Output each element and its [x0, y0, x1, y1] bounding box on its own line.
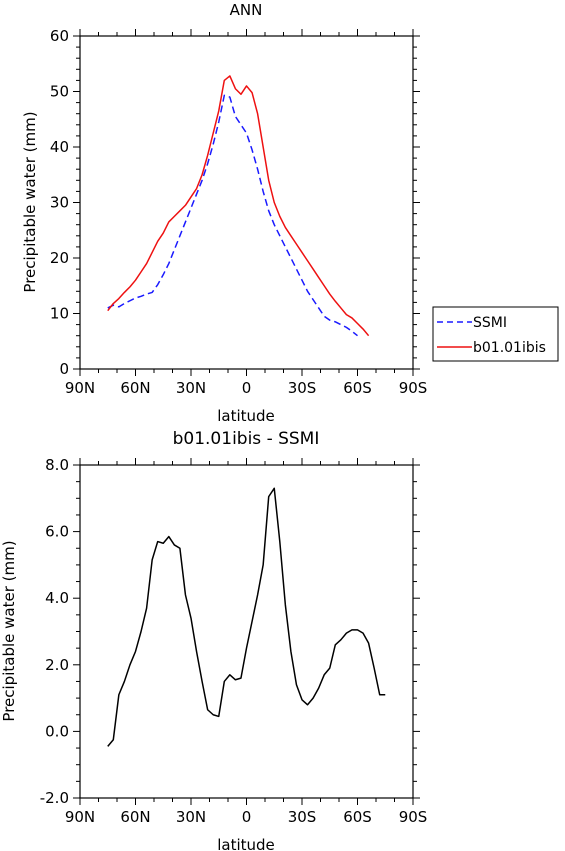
top-panel: ANN latitude Precipitable water (mm) 90N…	[21, 1, 559, 425]
y-tick-label: -2.0	[40, 789, 69, 807]
x-tick-label: 90N	[65, 379, 95, 397]
bottom-panel: b01.01ibis - SSMI latitude Precipitable …	[0, 429, 427, 851]
x-tick-label: 90S	[399, 808, 428, 826]
y-axis-label: Precipitable water (mm)	[21, 111, 39, 292]
legend: SSMI b01.01ibis	[432, 306, 559, 362]
x-tick-label: 0	[242, 379, 252, 397]
x-tick-label: 30N	[176, 379, 206, 397]
x-tick-label: 0	[242, 808, 252, 826]
y-tick-label: 20	[50, 249, 69, 267]
series-line-ssmi	[107, 94, 358, 337]
y-tick-label: 4.0	[45, 589, 69, 607]
legend-label-b01-01ibis: b01.01ibis	[473, 340, 546, 356]
x-tick-label: 60S	[343, 379, 372, 397]
x-tick-label: 30N	[176, 808, 206, 826]
x-tick-label: 90S	[399, 379, 428, 397]
y-tick-label: 0	[59, 360, 69, 378]
x-tick-label: 60N	[120, 808, 150, 826]
y-tick-label: 40	[50, 138, 69, 156]
chart-title: b01.01ibis - SSMI	[173, 429, 320, 449]
plot-area: 90N 60N 30N 0 30S 60S 90S -2.0 0.0 2.0 4.0 6.0 8.0	[40, 456, 428, 826]
y-axis-label: Precipitable water (mm)	[0, 540, 18, 721]
y-tick-label: 0.0	[45, 722, 69, 740]
y-tick-label: 50	[50, 83, 69, 101]
x-axis-label: latitude	[217, 407, 275, 425]
x-tick-label: 30S	[288, 379, 317, 397]
legend-label-ssmi: SSMI	[473, 315, 507, 331]
y-tick-label: 2.0	[45, 656, 69, 674]
y-tick-label: 60	[50, 27, 69, 45]
series-line-difference	[107, 487, 386, 747]
x-tick-label: 30S	[288, 808, 317, 826]
y-tick-label: 6.0	[45, 523, 69, 541]
x-tick-label: 90N	[65, 808, 95, 826]
y-tick-label: 10	[50, 305, 69, 323]
x-tick-label: 60S	[343, 808, 372, 826]
chart-title: ANN	[230, 1, 263, 19]
series-line-b01-01ibis	[107, 75, 370, 337]
plot-area: 90N 60N 30N 0 30S 60S 90S 0 10 20 30 40 50 60	[50, 27, 427, 397]
legend-box	[432, 306, 559, 362]
plot-frame	[79, 464, 414, 799]
x-axis-label: latitude	[217, 836, 275, 851]
y-tick-label: 8.0	[45, 456, 69, 474]
x-tick-label: 60N	[120, 379, 150, 397]
y-tick-label: 30	[50, 194, 69, 212]
